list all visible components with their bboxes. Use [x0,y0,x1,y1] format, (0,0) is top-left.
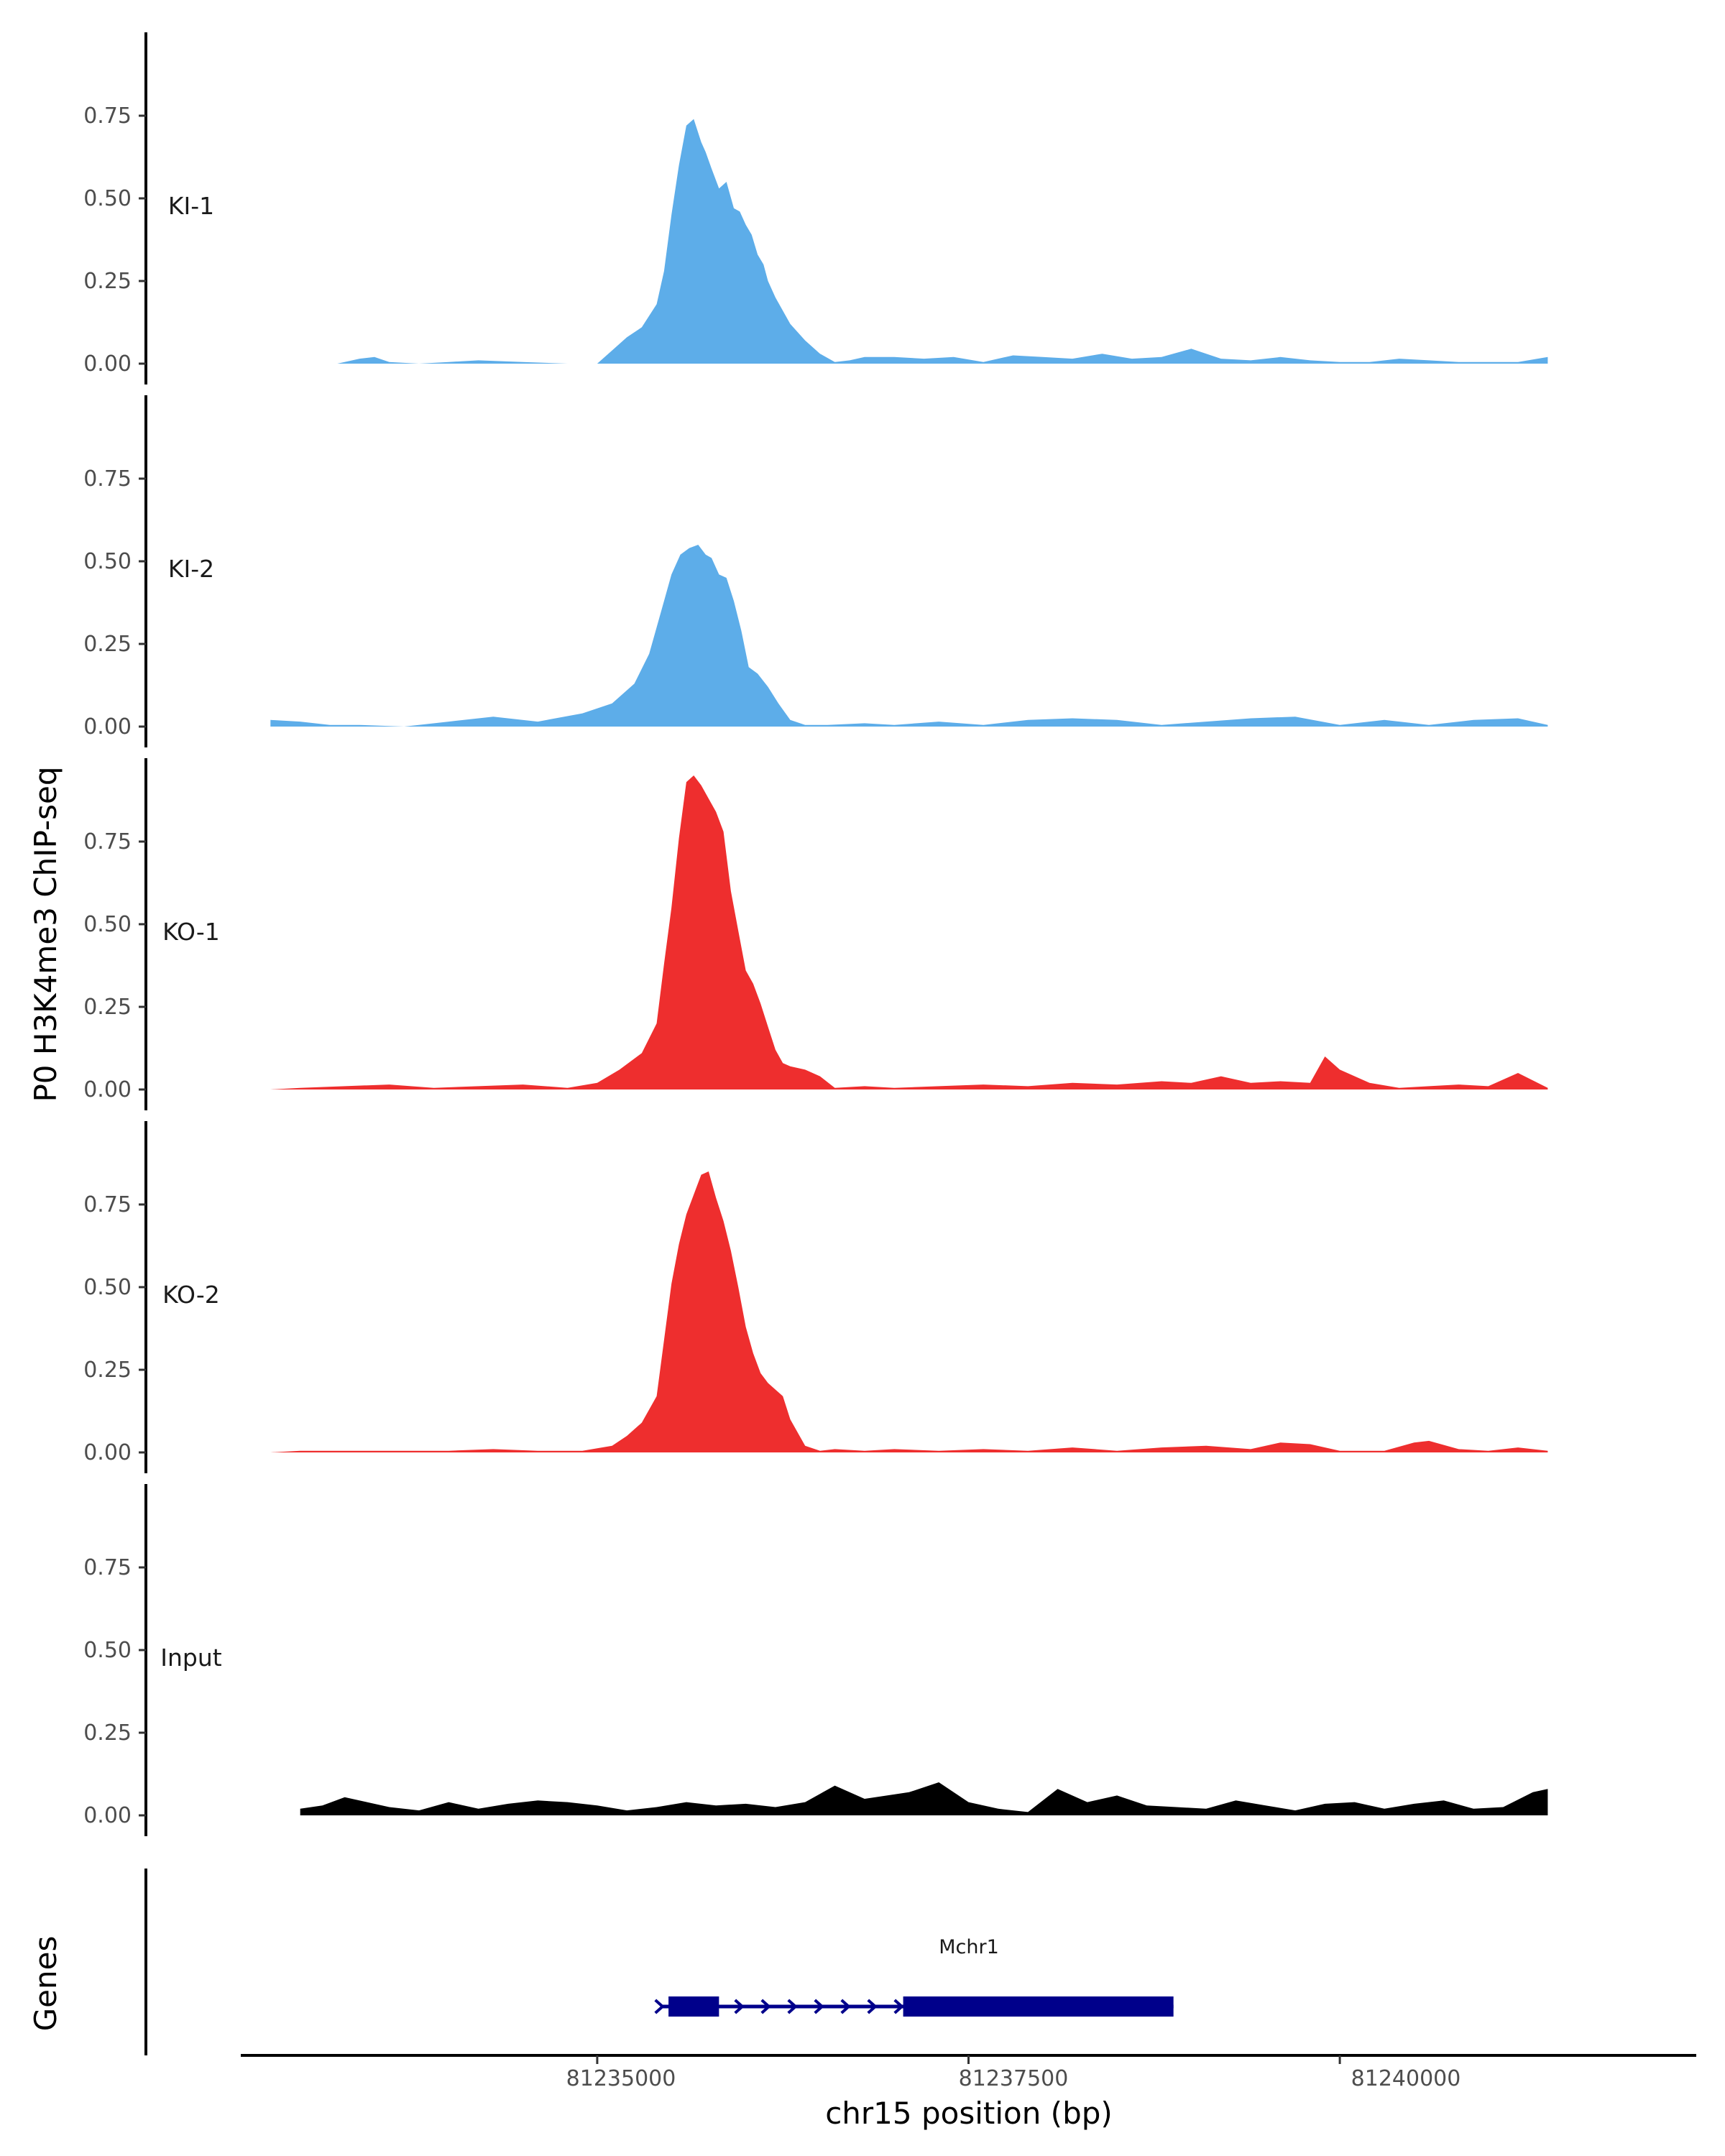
y-tick-label-input-0: 0.00 [83,1803,132,1828]
x-tick-label-81235000: 81235000 [566,2066,676,2091]
y-tick-label-ki-2-1: 0.25 [83,632,132,657]
genes-panel-title: Genes [28,1936,63,2032]
y-tick-label-ki-2-2: 0.50 [83,549,132,574]
gene-strand-chevron [654,1999,665,2014]
gene-strand-chevron [893,1999,904,2014]
y-tick-label-ki-2-3: 0.75 [83,466,132,492]
gene-strand-chevron [787,1999,798,2014]
y-tick-label-ko-2-0: 0.00 [83,1440,132,1465]
track-label-ki-2: KI-2 [168,555,214,583]
coverage-area-ki-2 [270,545,1548,727]
gene-strand-chevron [734,1999,745,2014]
x-tick-label-81240000: 81240000 [1351,2066,1461,2091]
chart-marks: 0.00 0.25 0.50 0.75 0.00 0.25 0.50 0.75 0.00 0.25… [83,32,1696,2064]
y-tick-label-input-1: 0.25 [83,1720,132,1746]
y-tick-label-input-3: 0.75 [83,1555,132,1580]
y-tick-label-ki-1-0: 0.00 [83,351,132,377]
coverage-area-ko-1 [270,775,1548,1089]
track-label-input: Input [160,1644,222,1672]
track-label-ki-1: KI-1 [168,192,214,220]
y-tick-label-ki-1-1: 0.25 [83,269,132,294]
y-tick-label-input-2: 0.50 [83,1638,132,1663]
y-tick-label-ki-2-0: 0.00 [83,714,132,740]
gene-strand-chevron [840,1999,851,2014]
y-tick-label-ko-1-0: 0.00 [83,1077,132,1102]
y-tick-label-ko-2-3: 0.75 [83,1192,132,1217]
gene-exon-2 [903,1996,1174,2017]
y-tick-label-ko-2-1: 0.25 [83,1358,132,1383]
y-tick-label-ki-1-2: 0.50 [83,186,132,211]
y-tick-label-ko-1-3: 0.75 [83,829,132,854]
y-axis-title: P0 H3K4me3 ChIP-seq [28,766,63,1102]
gene-name-label: Mchr1 [939,1936,999,1958]
gene-strand-chevron [760,1999,771,2014]
y-tick-label-ko-2-2: 0.50 [83,1275,132,1300]
coverage-area-ko-2 [270,1171,1548,1452]
coverage-area-ki-1 [300,119,1548,364]
track-label-ko-2: KO-2 [162,1281,220,1309]
y-tick-label-ko-1-1: 0.25 [83,995,132,1020]
y-tick-label-ki-1-3: 0.75 [83,103,132,129]
gene-strand-chevron [867,1999,878,2014]
gene-exon-1 [668,1996,719,2017]
y-tick-label-ko-1-2: 0.50 [83,912,132,937]
x-axis-title: chr15 position (bp) [825,2096,1113,2131]
gene-strand-chevron [814,1999,824,2014]
x-tick-label-81237500: 81237500 [959,2066,1069,2091]
track-label-ko-1: KO-1 [162,918,220,946]
coverage-area-input [300,1782,1548,1815]
